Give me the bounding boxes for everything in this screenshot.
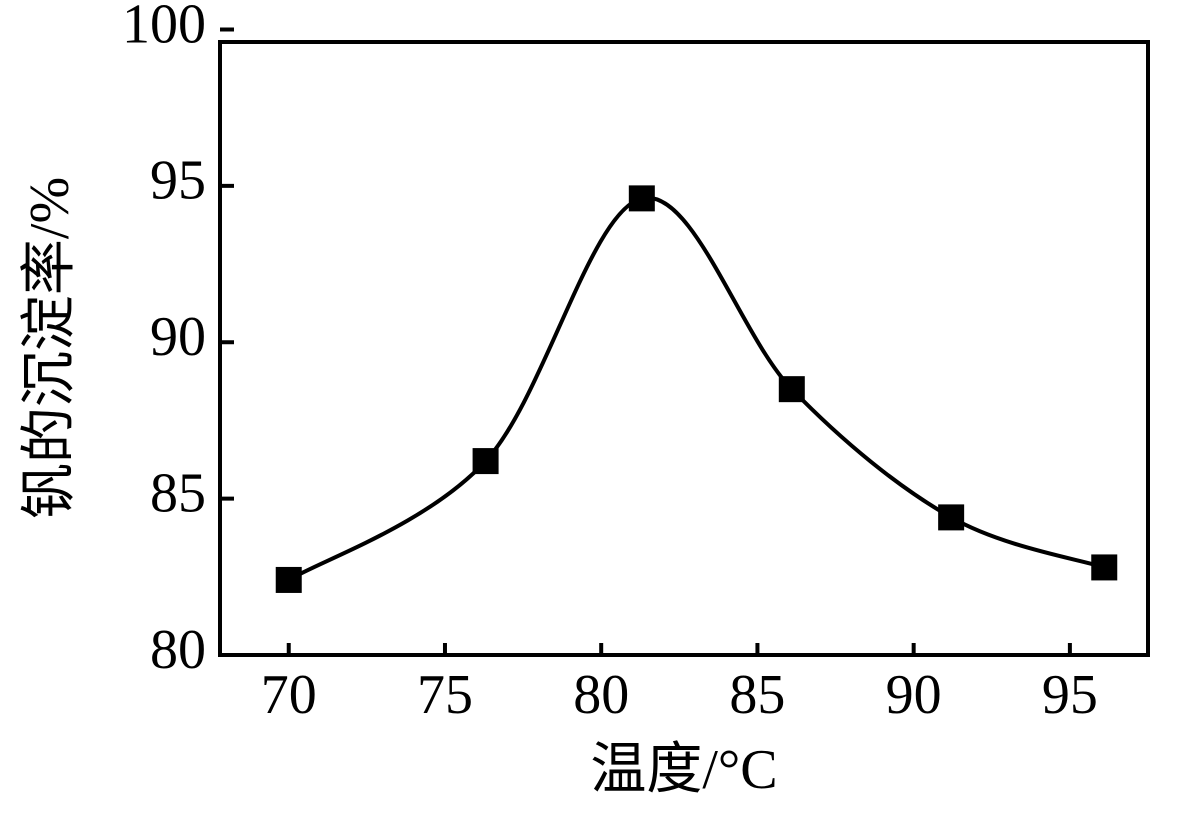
marker	[1091, 554, 1118, 581]
y-tick-label: 100	[122, 0, 206, 55]
x-tick-label: 85	[729, 664, 785, 726]
y-tick-label: 80	[150, 619, 206, 681]
x-tick-label: 95	[1042, 664, 1098, 726]
marker	[275, 566, 302, 593]
x-tick-label: 70	[261, 664, 317, 726]
x-tick-label: 80	[573, 664, 629, 726]
x-axis-label: 温度/°C	[590, 739, 777, 801]
y-tick-label: 85	[150, 462, 206, 524]
marker	[628, 185, 655, 212]
marker	[938, 504, 965, 531]
plot-frame	[218, 40, 1150, 657]
y-axis-label: 钒的沉淀率/%	[19, 177, 81, 519]
x-tick-label: 90	[886, 664, 942, 726]
marker	[778, 376, 805, 403]
y-tick-label: 90	[150, 306, 206, 368]
marker	[472, 448, 499, 475]
x-tick-label: 75	[417, 664, 473, 726]
y-tick-label: 95	[150, 150, 206, 212]
line	[287, 195, 1105, 582]
